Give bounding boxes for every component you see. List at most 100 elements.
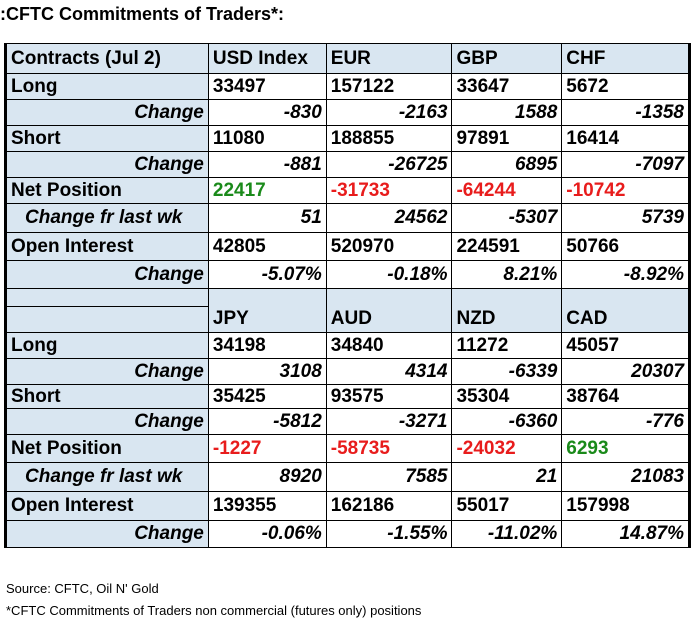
short-row: Short 11080 188855 97891 16414 <box>4 125 691 152</box>
cell-value: 157998 <box>561 491 691 521</box>
cell-value: 33647 <box>451 73 563 100</box>
header-row-1: Contracts (Jul 2) USD Index EUR GBP CHF <box>4 43 691 74</box>
net-change-row: Change fr last wk 51 24562 -5307 5739 <box>4 203 691 233</box>
title-lead: : <box>0 4 6 24</box>
cell-value: 34840 <box>325 332 453 359</box>
row-label: Change fr last wk <box>4 462 209 492</box>
row-label: Net Position <box>4 177 209 204</box>
row-label: Long <box>4 332 209 359</box>
row-label: Long <box>4 73 209 100</box>
row-label: Open Interest <box>4 232 209 261</box>
cell-value: 42805 <box>207 232 327 261</box>
cell-change: -26725 <box>325 151 453 178</box>
cell-change: 3108 <box>207 358 327 385</box>
cell-change: -5812 <box>207 408 327 435</box>
cell-change: 5739 <box>561 203 691 233</box>
oi-change-row: Change -0.06% -1.55% -11.02% 14.87% <box>4 520 691 548</box>
row-label: Short <box>4 384 209 409</box>
row-label: Change <box>4 260 209 289</box>
section-spacer-row <box>4 288 691 307</box>
cell-change: -7097 <box>561 151 691 178</box>
cell-change: -8.92% <box>561 260 691 289</box>
cell-value: 38764 <box>561 384 691 409</box>
footnote: *CFTC Commitments of Traders non commerc… <box>6 603 422 618</box>
open-interest-row: Open Interest 42805 520970 224591 50766 <box>4 232 691 261</box>
net-value-negative: -31733 <box>325 177 453 204</box>
cell-value: 157122 <box>325 73 453 100</box>
cell-change: 4314 <box>325 358 453 385</box>
cell-change: -881 <box>207 151 327 178</box>
cell-change: 6895 <box>451 151 563 178</box>
cell-value: 34198 <box>207 332 327 359</box>
cell-change: -5307 <box>451 203 563 233</box>
spacer-cell <box>4 288 209 307</box>
cell-value: 33497 <box>207 73 327 100</box>
source-note: Source: CFTC, Oil N' Gold <box>6 581 159 596</box>
cell-value: 16414 <box>561 125 691 152</box>
cell-change: -776 <box>561 408 691 435</box>
cell-value: 139355 <box>207 491 327 521</box>
row-label: Open Interest <box>4 491 209 521</box>
cell-change: 21083 <box>561 462 691 492</box>
report-title: :CFTC Commitments of Traders*: <box>0 4 284 25</box>
cell-change: -0.06% <box>207 520 327 548</box>
currency-header: CAD <box>561 306 691 333</box>
cell-change: 8.21% <box>451 260 563 289</box>
oi-change-row: Change -5.07% -0.18% 8.21% -8.92% <box>4 260 691 289</box>
cell-change: 51 <box>207 203 327 233</box>
cell-value: 188855 <box>325 125 453 152</box>
net-value-negative: -64244 <box>451 177 563 204</box>
cell-change: -1.55% <box>325 520 453 548</box>
cell-value: 520970 <box>325 232 453 261</box>
cell-value: 97891 <box>451 125 563 152</box>
short-change-row: Change -5812 -3271 -6360 -776 <box>4 408 691 435</box>
contracts-header: Contracts (Jul 2) <box>4 43 209 74</box>
row-label: Short <box>4 125 209 152</box>
cell-value: 45057 <box>561 332 691 359</box>
cell-change: 20307 <box>561 358 691 385</box>
net-value-positive: 22417 <box>207 177 327 204</box>
net-position-row: Net Position -1227 -58735 -24032 6293 <box>4 434 691 463</box>
long-row: Long 34198 34840 11272 45057 <box>4 332 691 359</box>
cell-value: 50766 <box>561 232 691 261</box>
cell-change: -6360 <box>451 408 563 435</box>
short-row: Short 35425 93575 35304 38764 <box>4 384 691 409</box>
spacer-cell <box>561 288 691 307</box>
spacer-cell <box>451 288 563 307</box>
long-change-row: Change -830 -2163 1588 -1358 <box>4 99 691 126</box>
cell-change: -2163 <box>325 99 453 126</box>
cell-change: -830 <box>207 99 327 126</box>
net-position-row: Net Position 22417 -31733 -64244 -10742 <box>4 177 691 204</box>
long-change-row: Change 3108 4314 -6339 20307 <box>4 358 691 385</box>
spacer-cell <box>325 288 453 307</box>
row-label: Change fr last wk <box>4 203 209 233</box>
currency-header: CHF <box>561 43 691 74</box>
net-value-negative: -24032 <box>451 434 563 463</box>
currency-header: NZD <box>451 306 563 333</box>
cell-change: -6339 <box>451 358 563 385</box>
short-change-row: Change -881 -26725 6895 -7097 <box>4 151 691 178</box>
cell-change: 21 <box>451 462 563 492</box>
cell-change: -5.07% <box>207 260 327 289</box>
currency-header: GBP <box>451 43 563 74</box>
cell-value: 11272 <box>451 332 563 359</box>
net-change-row: Change fr last wk 8920 7585 21 21083 <box>4 462 691 492</box>
row-label: Change <box>4 358 209 385</box>
cell-change: 1588 <box>451 99 563 126</box>
net-value-positive: 6293 <box>561 434 691 463</box>
row-label: Change <box>4 408 209 435</box>
row-label: Net Position <box>4 434 209 463</box>
title-text: CFTC Commitments of Traders*: <box>6 4 285 24</box>
cell-value: 5672 <box>561 73 691 100</box>
cell-value: 93575 <box>325 384 453 409</box>
cell-change: 14.87% <box>561 520 691 548</box>
net-value-negative: -1227 <box>207 434 327 463</box>
row-label: Change <box>4 151 209 178</box>
net-value-negative: -58735 <box>325 434 453 463</box>
cell-change: 24562 <box>325 203 453 233</box>
cell-value: 35425 <box>207 384 327 409</box>
spacer-cell <box>207 288 327 307</box>
cell-change: 7585 <box>325 462 453 492</box>
header-row-2: JPY AUD NZD CAD <box>4 306 691 333</box>
cell-change: -11.02% <box>451 520 563 548</box>
